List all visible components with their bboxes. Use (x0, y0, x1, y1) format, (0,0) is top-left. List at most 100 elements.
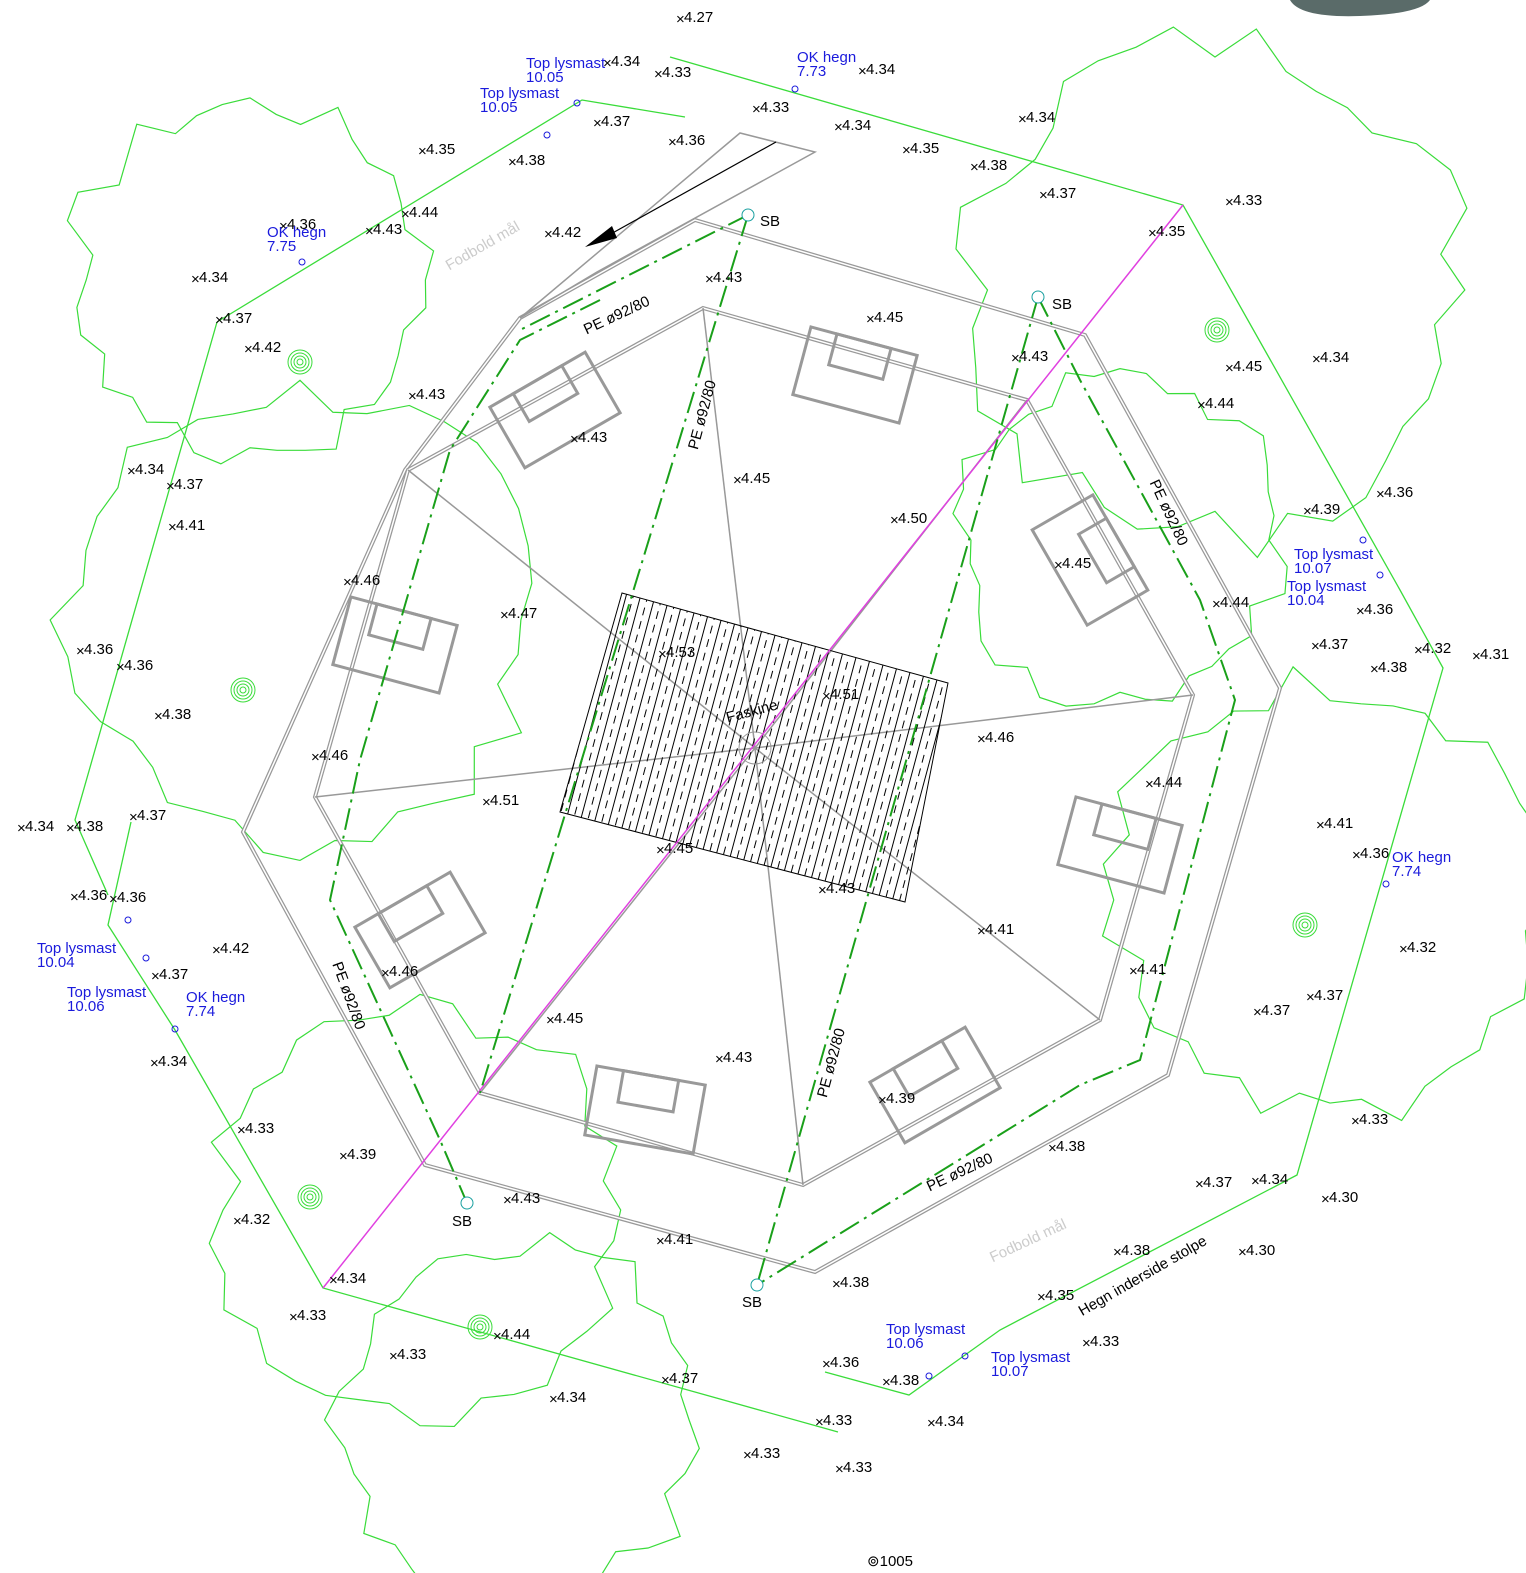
fence (107, 821, 839, 1433)
spot-height: 4.32 (241, 1211, 270, 1228)
manhole (750, 1278, 764, 1292)
manhole-label: SB (742, 1294, 762, 1311)
spot-marker: × (129, 809, 138, 826)
manhole-label: SB (760, 213, 780, 230)
spot-marker: × (70, 889, 79, 906)
spot-height: 4.33 (843, 1459, 872, 1476)
pipe (519, 214, 749, 331)
pipe-label: PE ø92/80 (924, 1150, 995, 1195)
goal-inner (891, 1038, 960, 1099)
spot-height: 4.41 (985, 921, 1014, 938)
spot-marker: × (970, 159, 979, 176)
survey-label: Top lysmast (1287, 578, 1367, 595)
pipe (328, 299, 601, 1204)
manhole-label: SB (1052, 296, 1072, 313)
spot-marker: × (212, 942, 221, 959)
survey-marker (1376, 571, 1384, 579)
spot-height: 4.43 (826, 880, 855, 897)
spot-marker: × (668, 134, 677, 151)
tree-symbol (1210, 323, 1224, 337)
spot-marker: × (401, 206, 410, 223)
spot-height: 4.45 (664, 840, 693, 857)
spot-height: 4.33 (751, 1445, 780, 1462)
spot-height: 4.38 (516, 152, 545, 169)
spot-marker: × (977, 731, 986, 748)
spot-marker: × (882, 1374, 891, 1391)
spot-height: 4.34 (1259, 1171, 1288, 1188)
spot-marker: × (1312, 351, 1321, 368)
spot-height: 4.36 (287, 216, 316, 233)
survey-value: 10.05 (480, 99, 518, 116)
spot-marker: × (858, 63, 867, 80)
spot-marker: × (493, 1328, 502, 1345)
spot-marker: × (365, 223, 374, 240)
spot-height: 4.38 (1378, 659, 1407, 676)
spot-height: 4.33 (1359, 1111, 1388, 1128)
spot-height: 4.37 (1314, 987, 1343, 1004)
tree-outline (66, 97, 435, 465)
spot-height: 4.38 (1056, 1138, 1085, 1155)
spot-height: 4.35 (1156, 223, 1185, 240)
spot-height: 4.42 (552, 224, 581, 241)
spot-height: 4.30 (1246, 1242, 1275, 1259)
spot-height: 4.43 (1019, 348, 1048, 365)
survey-label: Top lysmast (1294, 546, 1374, 563)
goal-inner (616, 1068, 681, 1114)
spot-marker: × (66, 820, 75, 837)
manhole (460, 1196, 474, 1210)
spot-height: 4.38 (978, 157, 1007, 174)
goal-inner (511, 363, 580, 424)
spot-height: 4.46 (389, 963, 418, 980)
spot-marker: × (603, 55, 612, 72)
goal-label: Fodbold mål (987, 1216, 1069, 1266)
spot-height: 4.44 (1205, 395, 1234, 412)
spot-height: 4.36 (1360, 845, 1389, 862)
survey-value: 10.06 (67, 998, 105, 1015)
spot-height: 4.50 (898, 510, 927, 527)
spot-height: 4.33 (1233, 192, 1262, 209)
spot-marker: × (1048, 1140, 1057, 1157)
spot-marker: × (1472, 648, 1481, 665)
spot-height: 4.36 (117, 889, 146, 906)
spot-marker: × (656, 842, 665, 859)
tree-symbol (233, 680, 253, 700)
spot-height: 4.45 (554, 1010, 583, 1027)
spot-height: 4.44 (1220, 594, 1249, 611)
survey-marker (1359, 536, 1367, 544)
survey-value: 10.05 (526, 69, 564, 86)
spot-marker: × (329, 1272, 338, 1289)
spot-height: 4.46 (319, 747, 348, 764)
spot-height: 4.32 (1422, 640, 1451, 657)
spot-marker: × (244, 341, 253, 358)
spot-marker: × (1113, 1244, 1122, 1261)
survey-value: 10.04 (37, 954, 75, 971)
survey-label: OK hegn (797, 49, 856, 66)
goal (867, 1025, 1003, 1145)
spot-marker: × (215, 312, 224, 329)
spot-marker: × (832, 1276, 841, 1293)
spot-marker: × (715, 1051, 724, 1068)
spot-height: 4.35 (910, 140, 939, 157)
spot-height: 4.45 (874, 309, 903, 326)
spot-height: 4.36 (676, 132, 705, 149)
spot-marker: × (1225, 360, 1234, 377)
spot-marker: × (1321, 1191, 1330, 1208)
goal (1030, 492, 1150, 628)
tree-outline (49, 379, 533, 862)
manhole-label: SB (452, 1213, 472, 1230)
spot-height: 4.46 (985, 729, 1014, 746)
spot-height: 4.34 (158, 1053, 187, 1070)
spot-marker: × (1376, 486, 1385, 503)
tree-outline (1101, 665, 1526, 1122)
survey-marker (124, 916, 132, 924)
spot-marker: × (289, 1309, 298, 1326)
tree-symbol (303, 1190, 317, 1204)
survey-value: 10.07 (991, 1363, 1029, 1380)
spot-marker: × (279, 218, 288, 235)
spot-marker: × (1351, 1113, 1360, 1130)
spot-marker: × (835, 1461, 844, 1478)
tree-symbol (467, 1314, 493, 1340)
goal (1055, 795, 1185, 895)
